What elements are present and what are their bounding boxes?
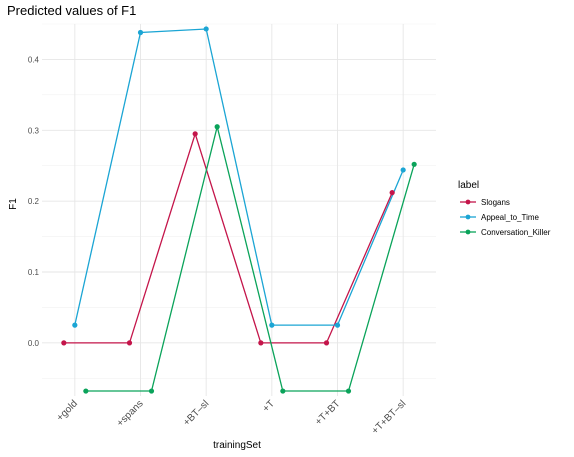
data-point — [137, 29, 144, 36]
legend-key-point — [465, 214, 471, 220]
x-tick-label: +T+BT–sl — [370, 398, 408, 436]
data-point — [83, 388, 89, 394]
series-line-slogans — [63, 131, 393, 344]
data-point — [61, 340, 67, 346]
series-lines — [63, 28, 415, 392]
data-point — [126, 340, 133, 346]
legend-title: label — [458, 180, 479, 191]
data-point — [323, 340, 330, 346]
data-point — [258, 340, 264, 346]
data-point — [214, 124, 220, 130]
y-axis-ticks: 0.0 0.1 0.2 0.3 0.4 — [28, 55, 40, 347]
y-axis-title: F1 — [8, 198, 19, 210]
data-point — [72, 322, 78, 328]
series-line-conversation-killer — [85, 126, 415, 392]
data-point — [411, 161, 417, 167]
y-tick-label: 0.3 — [28, 126, 40, 135]
legend-key-point — [465, 229, 471, 235]
data-point — [192, 131, 198, 137]
x-tick-label: +T+BT — [313, 398, 342, 427]
x-tick-label: +T — [261, 398, 277, 414]
data-point — [334, 322, 341, 328]
y-tick-label: 0.2 — [28, 197, 40, 206]
legend: label Slogans Appeal_to_Time Conversation_… — [458, 180, 551, 237]
data-point — [389, 190, 395, 196]
y-tick-label: 0.0 — [28, 339, 40, 348]
data-points — [61, 26, 417, 394]
data-point — [345, 388, 352, 394]
gridlines — [42, 23, 436, 396]
data-point — [203, 26, 209, 32]
x-tick-label: +gold — [55, 398, 80, 423]
data-point — [148, 388, 155, 394]
y-tick-label: 0.4 — [28, 55, 40, 64]
x-tick-label: +BT–sl — [181, 398, 211, 428]
chart-title: Predicted values of F1 — [7, 3, 136, 18]
legend-label: Appeal_to_Time — [481, 213, 540, 222]
x-tick-label: +spans — [115, 398, 146, 429]
data-point — [280, 388, 286, 394]
y-tick-label: 0.1 — [28, 268, 40, 277]
data-point — [400, 167, 406, 173]
series-line-appeal-to-time — [74, 28, 404, 326]
legend-key-point — [465, 199, 471, 205]
data-point — [269, 322, 275, 328]
x-axis-title: trainingSet — [213, 440, 261, 451]
x-axis-ticks: +gold +spans +BT–sl +T +T+BT +T+BT–sl — [55, 398, 409, 436]
legend-label: Conversation_Killer — [481, 228, 551, 237]
legend-label: Slogans — [481, 198, 510, 207]
